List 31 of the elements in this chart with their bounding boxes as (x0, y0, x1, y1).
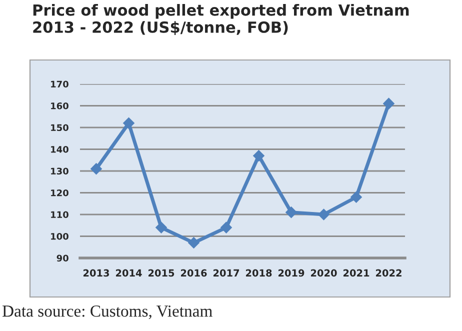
x-tick-label: 2017 (213, 269, 240, 277)
source-note: Data source: Customs, Vietnam (2, 306, 212, 320)
y-tick-label: 120 (51, 189, 68, 196)
point (318, 208, 330, 220)
y-tick-label: 100 (51, 232, 68, 240)
point (350, 191, 362, 203)
point (253, 150, 264, 162)
x-tick-label: 2019 (278, 269, 304, 277)
point (286, 206, 297, 218)
point (383, 98, 394, 110)
y-tick-label: 170 (51, 80, 68, 88)
x-tick-label: 2014 (116, 269, 142, 277)
x-tick-label: 2015 (148, 269, 174, 277)
y-tick-label: 90 (56, 254, 68, 262)
x-tick-label: 2022 (376, 269, 402, 277)
y-tick-label: 130 (51, 168, 68, 175)
point (156, 222, 167, 234)
point (90, 163, 102, 174)
y-tick-label: 140 (51, 146, 68, 153)
x-tick-label: 2013 (83, 269, 110, 277)
x-tick-label: 2016 (180, 269, 207, 277)
point (220, 222, 232, 234)
x-tick-label: 2021 (343, 269, 370, 277)
point (123, 118, 134, 129)
y-tick-label: 110 (51, 211, 68, 218)
x-tick-label: 2018 (246, 269, 272, 277)
x-tick-label: 2020 (310, 269, 337, 277)
y-tick-label: 150 (51, 124, 68, 132)
y-tick-label: 160 (51, 102, 68, 110)
chart-title: Price of wood pellet exported from Vietnam 2013 - 2022 (US$/tonne, FOB) (33, 4, 409, 35)
point (188, 237, 200, 248)
